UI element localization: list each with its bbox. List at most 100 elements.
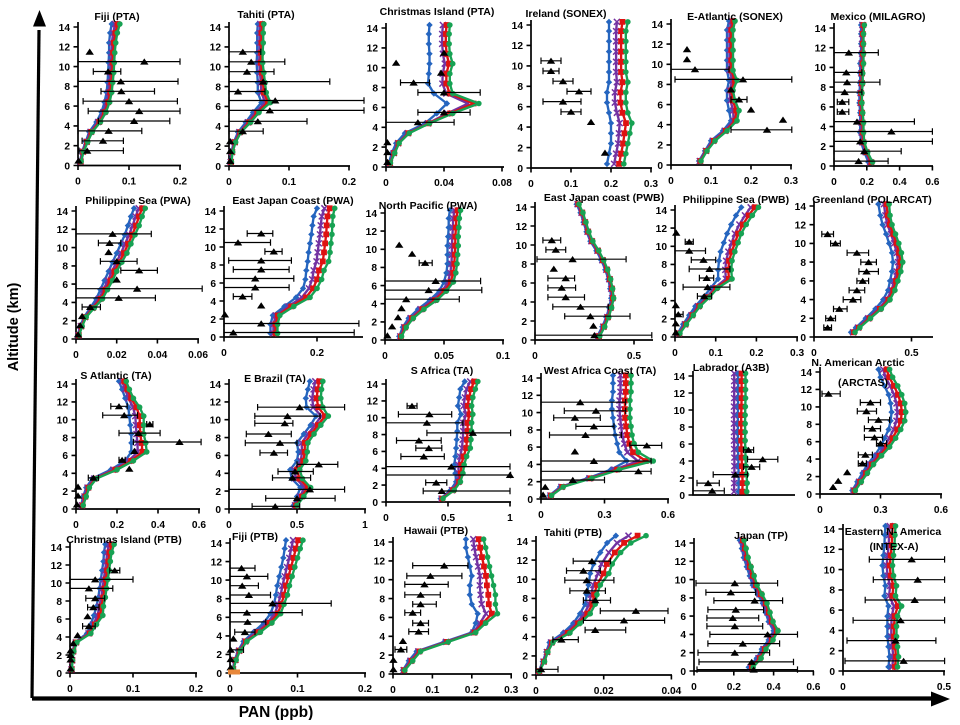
svg-text:0: 0 [521, 336, 527, 347]
svg-text:2: 2 [829, 647, 835, 658]
svg-text:14: 14 [801, 368, 813, 379]
svg-text:0: 0 [379, 670, 385, 681]
svg-text:10: 10 [815, 63, 827, 74]
svg-text:8: 8 [527, 426, 533, 437]
svg-text:0: 0 [829, 667, 835, 678]
svg-text:0: 0 [538, 510, 544, 521]
svg-text:6: 6 [521, 279, 527, 290]
svg-text:0.2: 0.2 [358, 684, 372, 695]
svg-text:8: 8 [679, 423, 685, 434]
svg-text:2: 2 [522, 652, 528, 663]
svg-text:0: 0 [372, 498, 378, 509]
svg-text:12: 12 [210, 398, 222, 409]
svg-text:N. American Arctic: N. American Arctic [811, 357, 904, 369]
svg-text:8: 8 [521, 260, 527, 271]
svg-text:0.6: 0.6 [925, 177, 939, 188]
svg-text:0: 0 [532, 351, 538, 362]
svg-text:0.1: 0.1 [282, 177, 296, 188]
svg-text:12: 12 [674, 389, 686, 400]
svg-text:14: 14 [57, 380, 69, 391]
svg-text:0: 0 [216, 669, 222, 680]
svg-text:Labrador (A3B): Labrador (A3B) [693, 362, 769, 374]
svg-text:0: 0 [806, 490, 812, 501]
svg-text:4: 4 [56, 633, 62, 644]
svg-text:0: 0 [390, 685, 396, 696]
svg-text:0.02: 0.02 [594, 686, 614, 697]
svg-text:0: 0 [75, 177, 81, 188]
svg-text:2: 2 [379, 651, 385, 662]
svg-text:0.5: 0.5 [904, 348, 918, 359]
svg-text:0.2: 0.2 [744, 176, 758, 187]
svg-text:0.06: 0.06 [188, 350, 208, 361]
svg-text:6: 6 [806, 438, 812, 449]
svg-text:14: 14 [59, 23, 71, 34]
svg-text:2: 2 [210, 315, 216, 326]
svg-text:12: 12 [205, 225, 217, 236]
svg-text:12: 12 [815, 44, 827, 55]
svg-text:0.3: 0.3 [784, 176, 798, 187]
svg-text:0.4: 0.4 [767, 682, 781, 693]
svg-text:8: 8 [371, 263, 377, 274]
svg-text:4: 4 [522, 633, 528, 644]
svg-text:PAN (ppb): PAN (ppb) [239, 704, 314, 720]
svg-text:Eastern N- America: Eastern N- America [845, 526, 942, 538]
svg-text:12: 12 [367, 397, 379, 408]
svg-text:4: 4 [661, 297, 667, 308]
svg-text:4: 4 [521, 298, 527, 309]
svg-text:0.2: 0.2 [727, 682, 741, 693]
svg-text:8: 8 [680, 594, 686, 605]
svg-text:0: 0 [657, 161, 663, 172]
svg-text:0: 0 [522, 671, 528, 682]
svg-text:0.2: 0.2 [749, 348, 763, 359]
svg-text:0: 0 [221, 348, 227, 359]
svg-text:0.5: 0.5 [441, 513, 455, 524]
svg-text:2: 2 [661, 315, 667, 326]
svg-text:14: 14 [795, 202, 807, 213]
svg-text:10: 10 [211, 576, 223, 587]
svg-text:6: 6 [661, 278, 667, 289]
svg-text:2: 2 [527, 478, 533, 489]
svg-text:S Africa (TA): S Africa (TA) [411, 365, 473, 377]
svg-text:Christmas Island (PTA): Christmas Island (PTA) [380, 6, 495, 18]
svg-text:0: 0 [226, 177, 232, 188]
svg-text:14: 14 [211, 539, 223, 550]
svg-text:14: 14 [367, 380, 379, 391]
svg-text:0.4: 0.4 [151, 520, 165, 531]
svg-text:0.04: 0.04 [434, 178, 454, 189]
svg-text:8: 8 [379, 594, 385, 605]
svg-text:2: 2 [64, 142, 70, 153]
svg-text:14: 14 [675, 539, 687, 550]
svg-text:10: 10 [366, 245, 378, 256]
svg-text:East Japan coast (PWB): East Japan coast (PWB) [544, 192, 664, 204]
svg-text:0: 0 [820, 162, 826, 173]
svg-text:10: 10 [795, 239, 807, 250]
svg-text:6: 6 [527, 443, 533, 454]
svg-text:0.2: 0.2 [342, 177, 356, 188]
svg-text:6: 6 [679, 440, 685, 451]
svg-text:4: 4 [820, 122, 826, 133]
svg-text:0: 0 [517, 164, 523, 175]
svg-text:0.04: 0.04 [147, 350, 167, 361]
svg-text:0.02: 0.02 [107, 350, 127, 361]
svg-text:6: 6 [62, 280, 68, 291]
svg-text:East Japan Coast (PWA): East Japan Coast (PWA) [232, 195, 353, 207]
svg-text:0: 0 [215, 162, 221, 173]
svg-text:10: 10 [367, 64, 379, 75]
svg-text:0.3: 0.3 [873, 505, 887, 516]
svg-text:Ireland (SONEX): Ireland (SONEX) [525, 8, 606, 20]
svg-text:0.2: 0.2 [310, 348, 324, 359]
svg-text:4: 4 [62, 469, 68, 480]
svg-text:4: 4 [657, 121, 663, 132]
svg-text:10: 10 [522, 408, 534, 419]
svg-text:0.2: 0.2 [173, 177, 187, 188]
svg-text:Christmas Island (PTB): Christmas Island (PTB) [66, 534, 182, 546]
svg-text:6: 6 [517, 103, 523, 114]
svg-text:0.6: 0.6 [192, 520, 206, 531]
svg-text:0: 0 [661, 333, 667, 344]
svg-text:0.1: 0.1 [290, 684, 304, 695]
svg-text:1: 1 [507, 513, 513, 524]
svg-text:8: 8 [215, 82, 221, 93]
svg-text:0.1: 0.1 [564, 179, 578, 190]
svg-text:10: 10 [57, 416, 69, 427]
svg-text:0: 0 [383, 513, 389, 524]
